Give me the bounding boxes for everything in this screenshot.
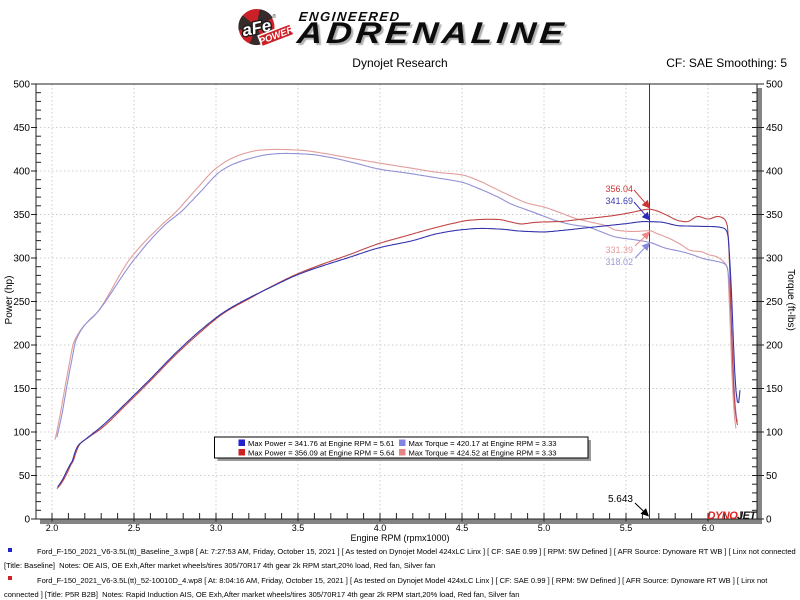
svg-text:341.69: 341.69 bbox=[605, 196, 633, 206]
svg-text:2.5: 2.5 bbox=[128, 523, 141, 533]
svg-text:Max Torque = 420.17 at Engine: Max Torque = 420.17 at Engine RPM = 3.33 bbox=[409, 439, 557, 448]
svg-text:Max Torque = 424.52 at Engine: Max Torque = 424.52 at Engine RPM = 3.33 bbox=[409, 449, 557, 458]
svg-text:450: 450 bbox=[13, 123, 30, 134]
svg-text:100: 100 bbox=[13, 428, 30, 439]
svg-text:100: 100 bbox=[766, 428, 783, 439]
svg-text:250: 250 bbox=[13, 297, 30, 308]
svg-text:300: 300 bbox=[13, 254, 30, 265]
svg-text:4.0: 4.0 bbox=[374, 523, 387, 533]
svg-text:0: 0 bbox=[766, 515, 772, 526]
svg-text:DYNO: DYNO bbox=[708, 510, 739, 522]
svg-text:2.0: 2.0 bbox=[46, 523, 59, 533]
svg-text:331.39: 331.39 bbox=[605, 245, 633, 255]
svg-text:Max Power = 341.76 at Engine R: Max Power = 341.76 at Engine RPM = 5.61 bbox=[248, 439, 394, 448]
svg-text:400: 400 bbox=[13, 167, 30, 178]
svg-text:50: 50 bbox=[766, 471, 778, 482]
svg-text:3.0: 3.0 bbox=[210, 523, 223, 533]
svg-text:200: 200 bbox=[13, 341, 30, 352]
svg-text:350: 350 bbox=[766, 210, 783, 221]
svg-text:300: 300 bbox=[766, 254, 783, 265]
svg-text:Torque (ft-lbs): Torque (ft-lbs) bbox=[785, 269, 796, 331]
svg-text:4.5: 4.5 bbox=[456, 523, 469, 533]
svg-text:450: 450 bbox=[766, 123, 783, 134]
svg-text:356.04: 356.04 bbox=[605, 184, 633, 194]
svg-text:5.0: 5.0 bbox=[538, 523, 551, 533]
svg-text:Engine RPM (rpmx1000): Engine RPM (rpmx1000) bbox=[350, 533, 449, 543]
svg-text:JET: JET bbox=[737, 510, 757, 522]
svg-text:50: 50 bbox=[19, 471, 31, 482]
svg-text:6.0: 6.0 bbox=[702, 523, 715, 533]
svg-text:350: 350 bbox=[13, 210, 30, 221]
svg-text:150: 150 bbox=[13, 384, 30, 395]
svg-text:500: 500 bbox=[766, 80, 783, 91]
svg-text:®: ® bbox=[273, 13, 277, 20]
svg-text:200: 200 bbox=[766, 341, 783, 352]
svg-text:400: 400 bbox=[766, 167, 783, 178]
svg-text:318.02: 318.02 bbox=[605, 257, 633, 267]
svg-text:150: 150 bbox=[766, 384, 783, 395]
svg-text:3.5: 3.5 bbox=[292, 523, 305, 533]
svg-text:5.643: 5.643 bbox=[608, 494, 633, 505]
svg-text:Power (hp): Power (hp) bbox=[4, 276, 15, 325]
svg-text:250: 250 bbox=[766, 297, 783, 308]
svg-text:5.5: 5.5 bbox=[620, 523, 633, 533]
svg-text:0: 0 bbox=[24, 515, 30, 526]
svg-text:Max Power = 356.09 at Engine R: Max Power = 356.09 at Engine RPM = 5.64 bbox=[248, 449, 394, 458]
svg-text:500: 500 bbox=[13, 80, 30, 91]
